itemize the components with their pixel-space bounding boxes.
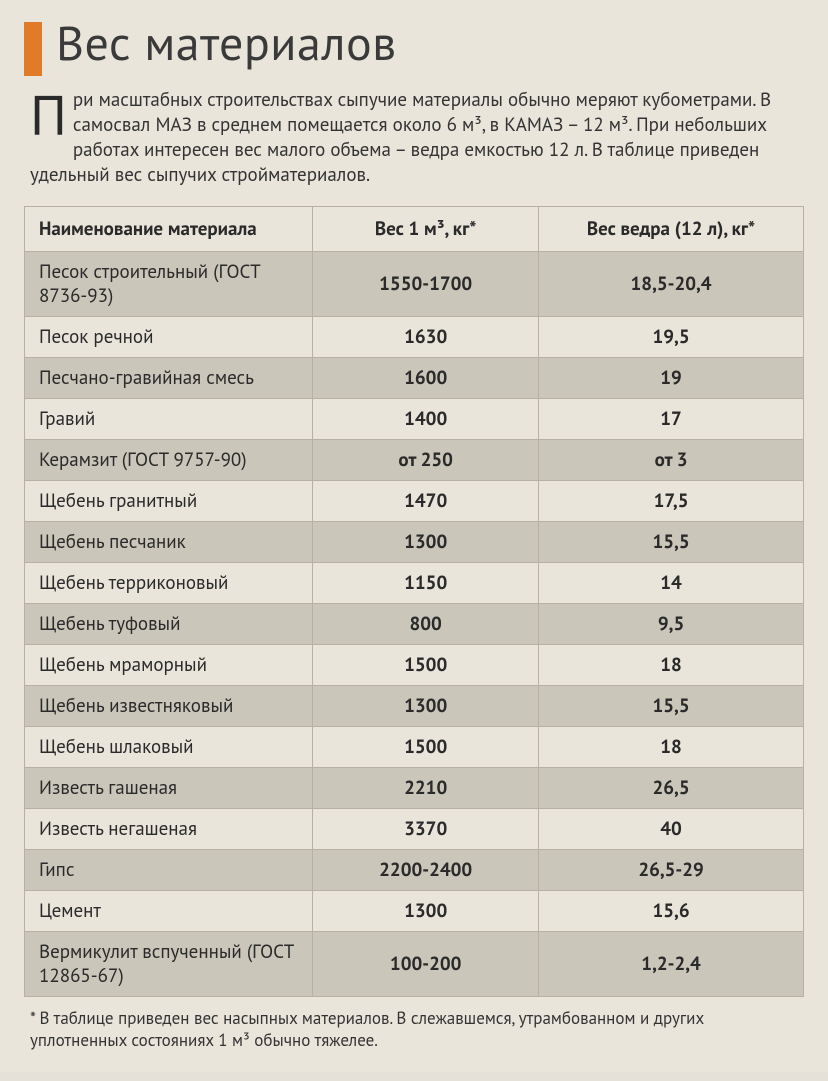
cell-material-name: Вермикулит вспученный (ГОСТ 12865-67) <box>25 932 313 997</box>
cell-weight-m3: 2200-2400 <box>313 850 539 891</box>
table-row: Щебень мраморный150018 <box>25 645 804 686</box>
cell-material-name: Песок строительный (ГОСТ 8736-93) <box>25 252 313 317</box>
cell-material-name: Цемент <box>25 891 313 932</box>
col-header-m3: Вес 1 м³, кг* <box>313 207 539 252</box>
cell-weight-bucket: 1,2-2,4 <box>539 932 804 997</box>
cell-weight-m3: 1550-1700 <box>313 252 539 317</box>
accent-block-icon <box>24 22 42 76</box>
table-row: Щебень терриконовый115014 <box>25 563 804 604</box>
cell-weight-bucket: 18,5-20,4 <box>539 252 804 317</box>
cell-weight-m3: 1500 <box>313 727 539 768</box>
table-row: Щебень песчаник130015,5 <box>25 522 804 563</box>
cell-weight-bucket: 19 <box>539 358 804 399</box>
cell-material-name: Гравий <box>25 399 313 440</box>
cell-weight-m3: 1600 <box>313 358 539 399</box>
cell-weight-bucket: 26,5 <box>539 768 804 809</box>
table-row: Цемент130015,6 <box>25 891 804 932</box>
title-row: Вес материалов <box>24 12 804 76</box>
table-row: Гипс2200-240026,5-29 <box>25 850 804 891</box>
table-row: Керамзит (ГОСТ 9757-90)от 250от 3 <box>25 440 804 481</box>
cell-material-name: Щебень мраморный <box>25 645 313 686</box>
dropcap: П <box>30 88 73 140</box>
cell-material-name: Известь негашеная <box>25 809 313 850</box>
table-row: Вермикулит вспученный (ГОСТ 12865-67)100… <box>25 932 804 997</box>
cell-weight-m3: 1300 <box>313 686 539 727</box>
cell-material-name: Щебень известняковый <box>25 686 313 727</box>
cell-weight-bucket: 14 <box>539 563 804 604</box>
cell-weight-m3: 3370 <box>313 809 539 850</box>
footnote: * В таблице приведен вес насыпных матери… <box>30 1007 798 1051</box>
cell-material-name: Гипс <box>25 850 313 891</box>
cell-material-name: Щебень песчаник <box>25 522 313 563</box>
cell-material-name: Песок речной <box>25 317 313 358</box>
table-header-row: Наименование материала Вес 1 м³, кг* Вес… <box>25 207 804 252</box>
cell-weight-m3: 1630 <box>313 317 539 358</box>
cell-material-name: Щебень гранитный <box>25 481 313 522</box>
cell-weight-bucket: от 3 <box>539 440 804 481</box>
cell-weight-bucket: 26,5-29 <box>539 850 804 891</box>
table-row: Щебень туфовый8009,5 <box>25 604 804 645</box>
cell-weight-m3: 1400 <box>313 399 539 440</box>
table-body: Песок строительный (ГОСТ 8736-93)1550-17… <box>25 252 804 997</box>
cell-weight-m3: 1150 <box>313 563 539 604</box>
col-header-name: Наименование материала <box>25 207 313 252</box>
cell-weight-bucket: 18 <box>539 645 804 686</box>
materials-table: Наименование материала Вес 1 м³, кг* Вес… <box>24 206 804 997</box>
table-row: Песчано-гравийная смесь160019 <box>25 358 804 399</box>
cell-weight-m3: 1500 <box>313 645 539 686</box>
intro-text: ри масштабных строительствах сыпучие мат… <box>30 88 771 187</box>
cell-weight-m3: 1300 <box>313 891 539 932</box>
table-row: Щебень известняковый130015,5 <box>25 686 804 727</box>
table-row: Щебень шлаковый150018 <box>25 727 804 768</box>
cell-weight-m3: 100-200 <box>313 932 539 997</box>
cell-material-name: Щебень туфовый <box>25 604 313 645</box>
cell-weight-m3: от 250 <box>313 440 539 481</box>
cell-weight-bucket: 15,5 <box>539 686 804 727</box>
cell-weight-bucket: 17,5 <box>539 481 804 522</box>
cell-weight-bucket: 15,5 <box>539 522 804 563</box>
cell-weight-m3: 1300 <box>313 522 539 563</box>
table-row: Песок речной163019,5 <box>25 317 804 358</box>
table-row: Известь негашеная337040 <box>25 809 804 850</box>
cell-weight-m3: 1470 <box>313 481 539 522</box>
cell-material-name: Песчано-гравийная смесь <box>25 358 313 399</box>
cell-material-name: Известь гашеная <box>25 768 313 809</box>
cell-material-name: Керамзит (ГОСТ 9757-90) <box>25 440 313 481</box>
cell-material-name: Щебень шлаковый <box>25 727 313 768</box>
page: Вес материалов П ри масштабных строитель… <box>0 0 828 1072</box>
page-title: Вес материалов <box>56 12 397 74</box>
cell-weight-bucket: 18 <box>539 727 804 768</box>
cell-weight-bucket: 9,5 <box>539 604 804 645</box>
cell-material-name: Щебень терриконовый <box>25 563 313 604</box>
table-row: Щебень гранитный147017,5 <box>25 481 804 522</box>
cell-weight-bucket: 15,6 <box>539 891 804 932</box>
col-header-bucket: Вес ведра (12 л), кг* <box>539 207 804 252</box>
cell-weight-bucket: 40 <box>539 809 804 850</box>
intro-paragraph: П ри масштабных строительствах сыпучие м… <box>30 88 798 188</box>
table-row: Известь гашеная221026,5 <box>25 768 804 809</box>
table-row: Песок строительный (ГОСТ 8736-93)1550-17… <box>25 252 804 317</box>
cell-weight-m3: 2210 <box>313 768 539 809</box>
cell-weight-m3: 800 <box>313 604 539 645</box>
cell-weight-bucket: 17 <box>539 399 804 440</box>
cell-weight-bucket: 19,5 <box>539 317 804 358</box>
table-row: Гравий140017 <box>25 399 804 440</box>
